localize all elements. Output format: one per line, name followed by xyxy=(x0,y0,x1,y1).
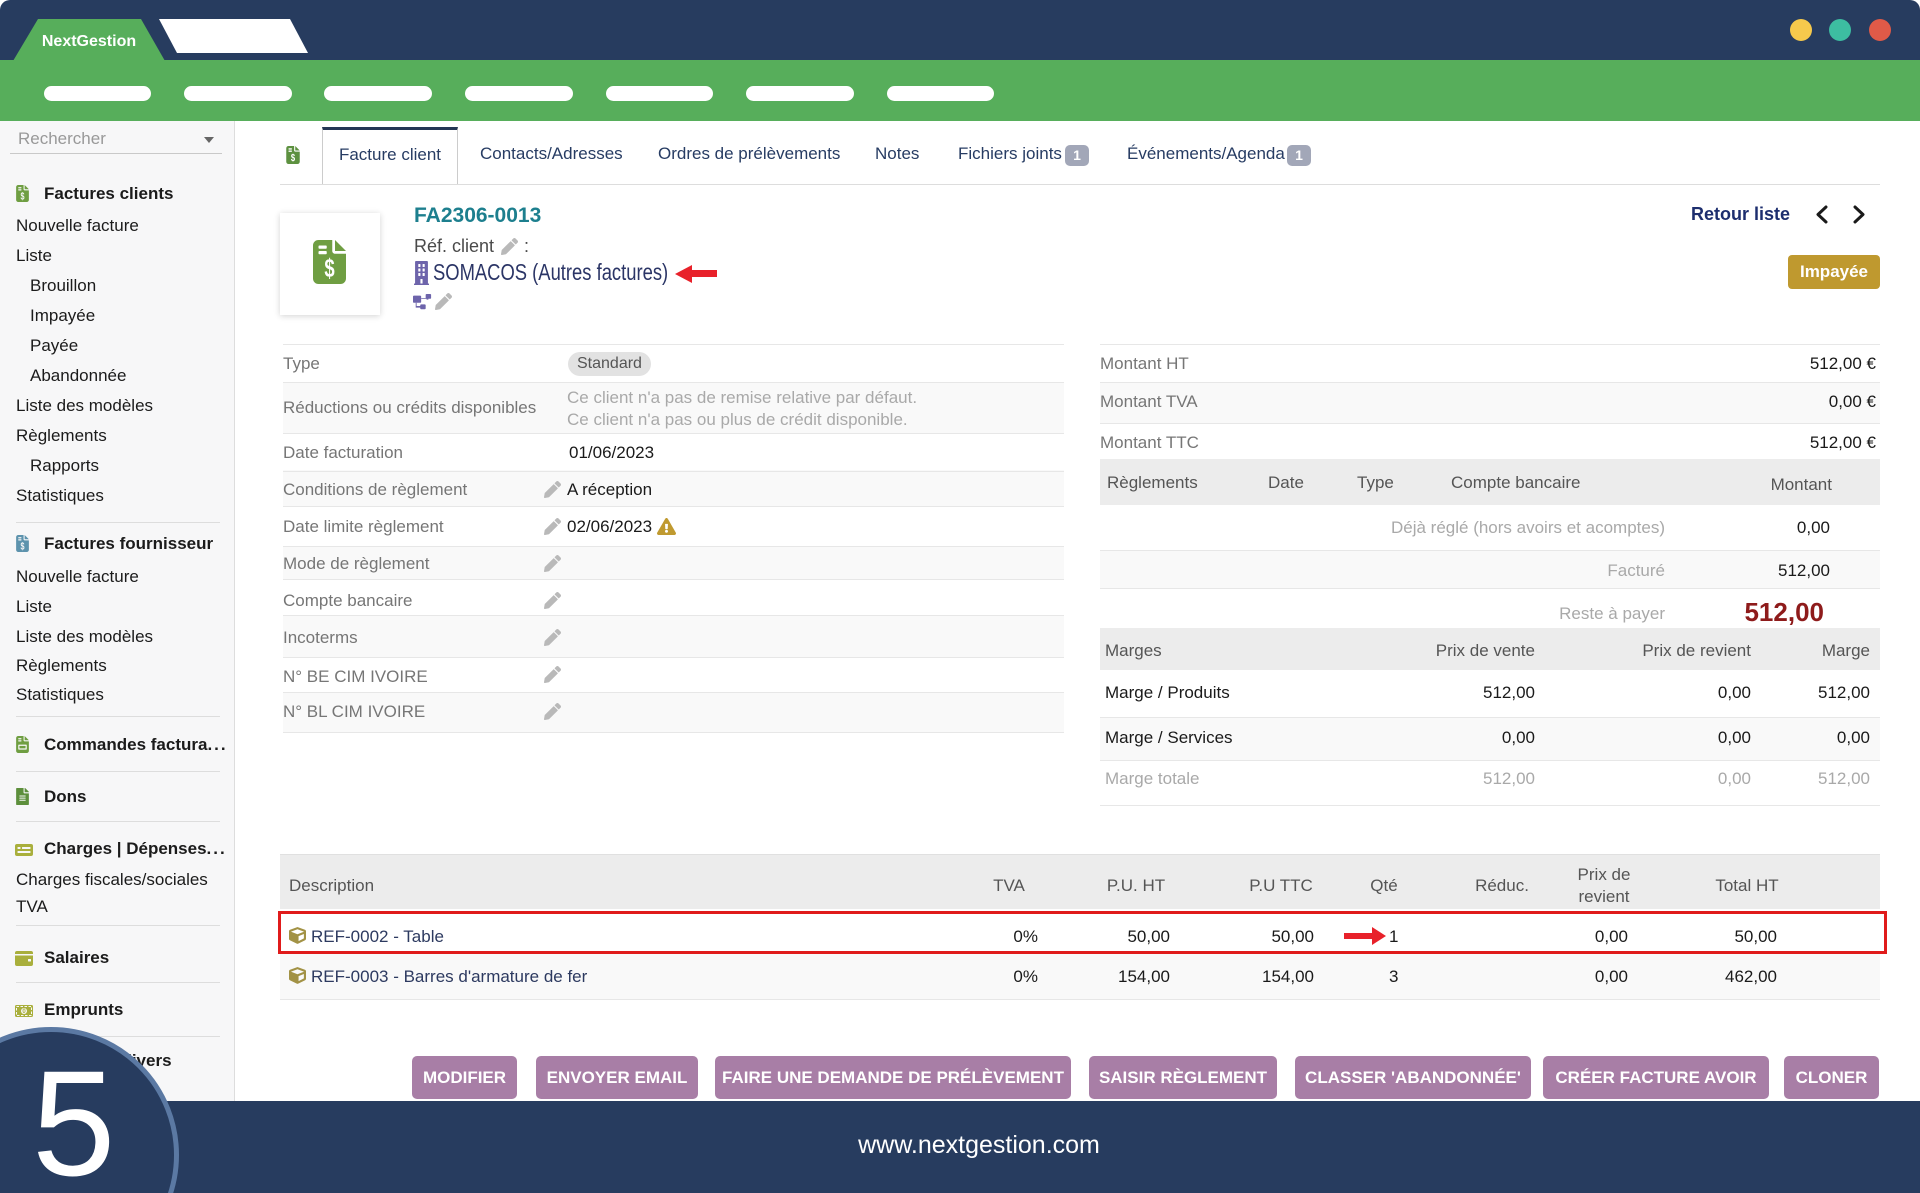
svg-text:$: $ xyxy=(291,152,295,163)
svg-text:$: $ xyxy=(324,254,335,283)
svg-text:0: 0 xyxy=(22,1009,26,1015)
svg-text:$: $ xyxy=(21,540,25,551)
svg-text:$: $ xyxy=(21,190,25,201)
